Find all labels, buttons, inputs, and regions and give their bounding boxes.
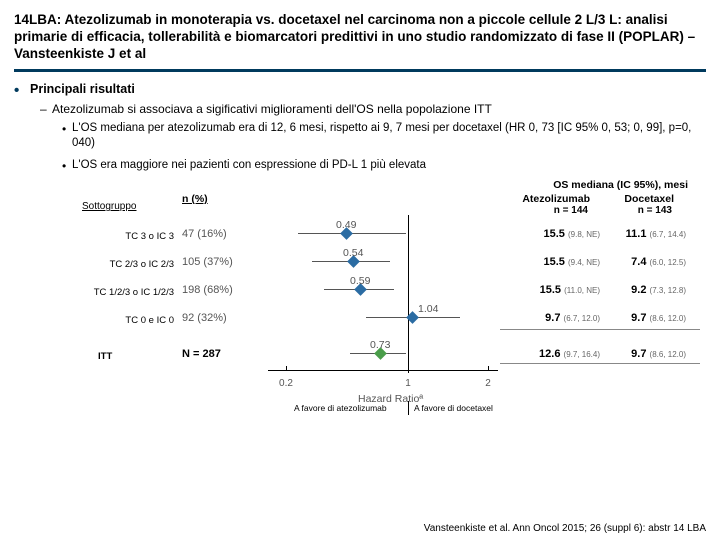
col-ate-n: n = 144	[554, 205, 588, 216]
os-header: OS mediana (IC 95%), mesi	[553, 179, 688, 191]
bullet-level-2: Atezolizumab si associava a sigificativi…	[40, 102, 706, 116]
row-n: 47 (16%)	[182, 228, 227, 240]
col-doc-n: n = 143	[638, 205, 672, 216]
forest-plot: OS mediana (IC 95%), mesi Sottogruppo n …	[14, 179, 706, 439]
bullet-level-3: L'OS era maggiore nei pazienti con espre…	[62, 158, 706, 174]
row-doc: 9.2 (7.3, 12.8)	[631, 284, 686, 296]
favors-left: A favore di atezolizumab	[294, 403, 387, 413]
row-n: N = 287	[182, 348, 221, 360]
row-ate: 9.7 (6.7, 12.0)	[545, 312, 600, 324]
bullet-level-1: Principali risultati	[20, 82, 706, 96]
table-row: TC 3 o IC 3 47 (16%) 15.5 (9.8, NE) 11.1 (6…	[14, 223, 706, 251]
tick-label: 1	[405, 378, 411, 389]
col-subgroup: Sottogruppo	[82, 201, 137, 212]
row-ate: 15.5 (9.8, NE)	[544, 228, 601, 240]
col-ate: Atezolizumab	[522, 193, 590, 205]
favors-right: A favore di docetaxel	[414, 403, 493, 413]
row-n: 105 (37%)	[182, 256, 233, 268]
row-label: TC 0 e IC 0	[54, 315, 174, 326]
row-n: 198 (68%)	[182, 284, 233, 296]
row-label: TC 2/3 o IC 2/3	[54, 259, 174, 270]
favors-separator	[408, 401, 409, 415]
row-doc: 11.1 (6.7, 14.4)	[626, 228, 686, 240]
citation: Vansteenkiste et al. Ann Oncol 2015; 26 …	[424, 523, 706, 534]
col-doc: Docetaxel	[624, 193, 674, 205]
row-doc: 7.4 (6.0, 12.5)	[631, 256, 686, 268]
col-n: n (%)	[182, 193, 208, 205]
row-ate: 15.5 (11.0, NE)	[540, 284, 600, 296]
table-row: ITTN = 28712.6 (9.7, 16.4)9.7 (8.6, 12.0…	[14, 343, 706, 371]
slide-title: 14LBA: Atezolizumab in monoterapia vs. d…	[14, 12, 706, 63]
bullet-level-3: L'OS mediana per atezolizumab era di 12,…	[62, 121, 706, 152]
table-row: TC 0 e IC 0 92 (32%) 9.7 (6.7, 12.0) 9.7 (8…	[14, 307, 706, 335]
row-ate: 15.5 (9.4, NE)	[544, 256, 601, 268]
row-doc: 9.7 (8.6, 12.0)	[631, 312, 686, 324]
row-n: 92 (32%)	[182, 312, 227, 324]
row-doc: 9.7 (8.6, 12.0)	[631, 348, 686, 360]
bullet-list: Principali risultati Atezolizumab si ass…	[14, 82, 706, 174]
table-row: TC 2/3 o IC 2/3 105 (37%) 15.5 (9.4, NE) 7.…	[14, 251, 706, 279]
row-ate: 12.6 (9.7, 16.4)	[539, 348, 600, 360]
row-label: TC 3 o IC 3	[54, 231, 174, 242]
tick-label: 0.2	[279, 378, 293, 389]
title-divider	[14, 69, 706, 72]
row-label: TC 1/2/3 o IC 1/2/3	[54, 287, 174, 298]
table-row: TC 1/2/3 o IC 1/2/3 198 (68%) 15.5 (11.0, …	[14, 279, 706, 307]
tick-label: 2	[485, 378, 491, 389]
